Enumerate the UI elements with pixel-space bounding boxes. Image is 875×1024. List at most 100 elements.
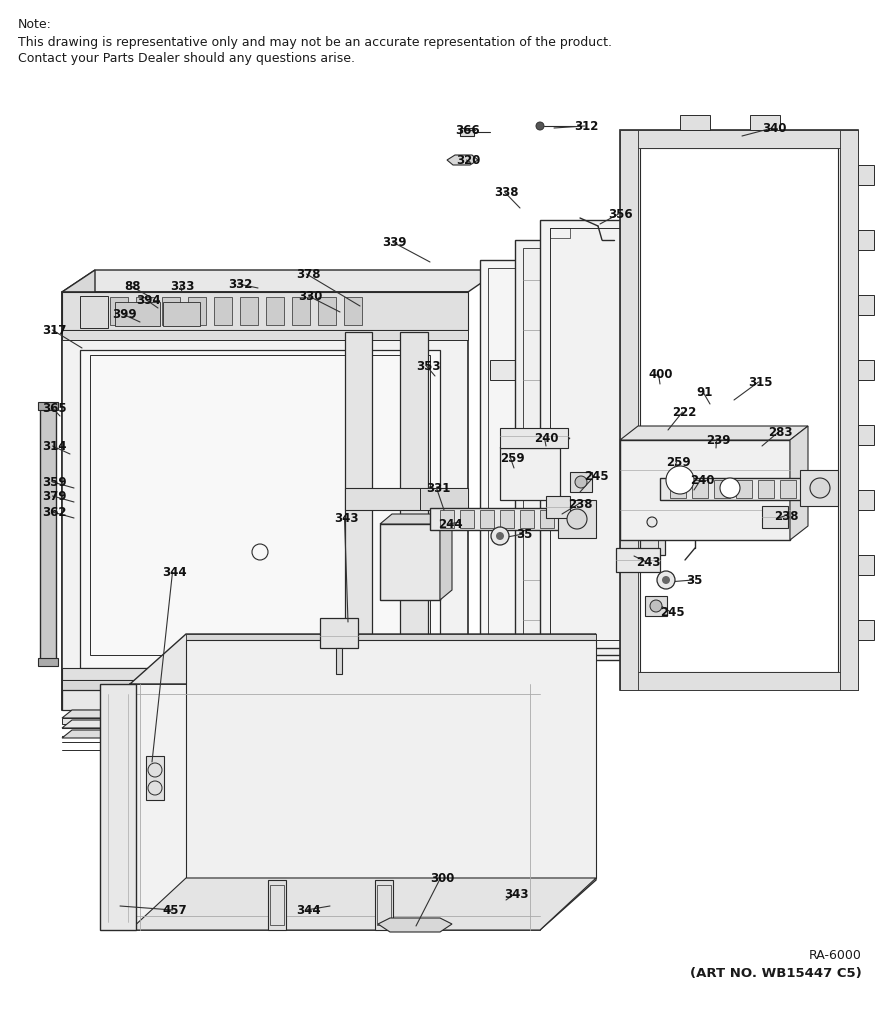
Polygon shape xyxy=(447,155,478,165)
Polygon shape xyxy=(266,297,284,325)
Polygon shape xyxy=(500,510,514,528)
Polygon shape xyxy=(62,330,468,340)
Polygon shape xyxy=(540,510,554,528)
Polygon shape xyxy=(420,488,468,510)
Polygon shape xyxy=(645,596,667,616)
Polygon shape xyxy=(62,690,468,710)
Polygon shape xyxy=(840,130,858,690)
Polygon shape xyxy=(620,672,858,690)
Text: 283: 283 xyxy=(768,426,793,438)
Text: 222: 222 xyxy=(672,406,696,419)
Polygon shape xyxy=(762,506,788,528)
Polygon shape xyxy=(500,438,570,449)
Polygon shape xyxy=(62,270,95,710)
Text: Contact your Parts Dealer should any questions arise.: Contact your Parts Dealer should any que… xyxy=(18,52,355,65)
Polygon shape xyxy=(62,710,310,718)
Polygon shape xyxy=(520,510,534,528)
Text: 356: 356 xyxy=(608,208,633,220)
Polygon shape xyxy=(540,634,596,930)
Polygon shape xyxy=(558,500,596,538)
Polygon shape xyxy=(620,440,790,540)
Text: 259: 259 xyxy=(500,452,525,465)
Circle shape xyxy=(720,478,740,498)
Polygon shape xyxy=(62,718,300,724)
Polygon shape xyxy=(80,350,440,668)
Polygon shape xyxy=(62,720,290,728)
Circle shape xyxy=(666,466,694,494)
Polygon shape xyxy=(240,297,258,325)
Circle shape xyxy=(650,600,662,612)
Text: 312: 312 xyxy=(574,120,598,132)
Polygon shape xyxy=(480,510,494,528)
Polygon shape xyxy=(214,297,232,325)
Text: 343: 343 xyxy=(334,512,359,524)
Polygon shape xyxy=(515,240,660,655)
Polygon shape xyxy=(62,292,468,710)
Polygon shape xyxy=(490,360,636,380)
Text: 259: 259 xyxy=(666,456,690,469)
Polygon shape xyxy=(345,332,372,710)
Text: 244: 244 xyxy=(438,517,463,530)
Polygon shape xyxy=(620,130,638,690)
Polygon shape xyxy=(292,297,310,325)
Text: 317: 317 xyxy=(42,324,66,337)
Polygon shape xyxy=(750,115,780,130)
Polygon shape xyxy=(80,296,108,328)
Polygon shape xyxy=(858,230,874,250)
Text: 399: 399 xyxy=(112,307,136,321)
Polygon shape xyxy=(62,668,468,680)
Text: 344: 344 xyxy=(296,903,320,916)
Text: 394: 394 xyxy=(136,294,161,306)
Polygon shape xyxy=(38,658,58,666)
Polygon shape xyxy=(546,496,570,518)
Text: 239: 239 xyxy=(706,433,731,446)
Polygon shape xyxy=(660,478,820,500)
Polygon shape xyxy=(378,918,452,932)
Polygon shape xyxy=(858,165,874,185)
Text: 340: 340 xyxy=(762,122,787,134)
Text: 320: 320 xyxy=(456,154,480,167)
Polygon shape xyxy=(670,480,686,498)
Polygon shape xyxy=(268,880,286,930)
Polygon shape xyxy=(858,555,874,575)
Polygon shape xyxy=(130,878,596,930)
Polygon shape xyxy=(620,130,858,690)
Text: 240: 240 xyxy=(534,431,558,444)
Text: 314: 314 xyxy=(42,439,66,453)
Polygon shape xyxy=(38,402,58,410)
Polygon shape xyxy=(500,449,560,500)
Text: 331: 331 xyxy=(426,481,451,495)
Circle shape xyxy=(567,509,587,529)
Polygon shape xyxy=(163,302,200,326)
Text: (ART NO. WB15447 C5): (ART NO. WB15447 C5) xyxy=(690,967,862,980)
Polygon shape xyxy=(100,684,136,930)
Text: This drawing is representative only and may not be an accurate representation of: This drawing is representative only and … xyxy=(18,36,612,49)
Circle shape xyxy=(810,478,830,498)
Polygon shape xyxy=(858,425,874,445)
Polygon shape xyxy=(62,680,468,690)
Polygon shape xyxy=(540,220,700,648)
Text: 245: 245 xyxy=(660,605,684,618)
Polygon shape xyxy=(858,295,874,315)
Polygon shape xyxy=(858,360,874,380)
Circle shape xyxy=(575,476,587,488)
Polygon shape xyxy=(380,514,452,524)
Circle shape xyxy=(536,122,544,130)
Polygon shape xyxy=(460,510,474,528)
Circle shape xyxy=(662,575,670,584)
Text: Note:: Note: xyxy=(18,18,52,31)
Polygon shape xyxy=(62,270,500,292)
Polygon shape xyxy=(146,756,164,800)
Text: RA-6000: RA-6000 xyxy=(809,949,862,962)
Circle shape xyxy=(491,527,509,545)
Text: 362: 362 xyxy=(42,506,66,518)
Polygon shape xyxy=(570,472,592,492)
Polygon shape xyxy=(460,128,474,136)
Circle shape xyxy=(657,571,675,589)
Text: 338: 338 xyxy=(494,185,519,199)
Text: 332: 332 xyxy=(228,278,252,291)
Text: 366: 366 xyxy=(455,124,480,136)
Polygon shape xyxy=(440,510,454,528)
Text: 359: 359 xyxy=(42,475,66,488)
Text: 353: 353 xyxy=(416,359,440,373)
